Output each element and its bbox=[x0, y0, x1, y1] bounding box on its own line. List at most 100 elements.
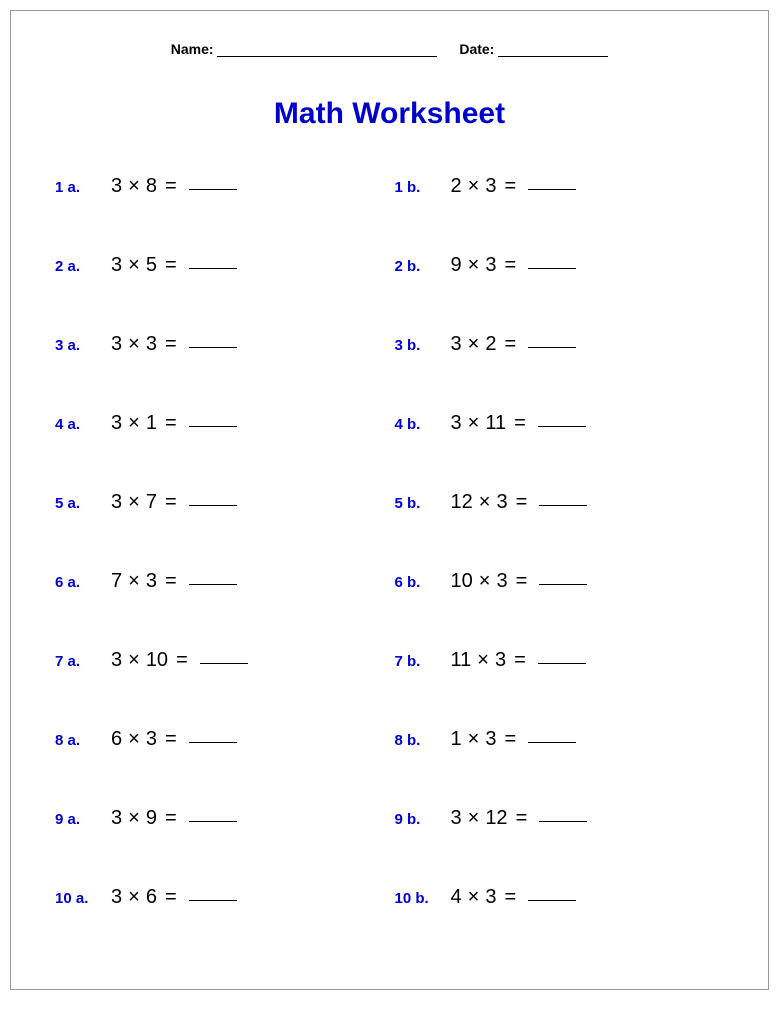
problem-expression: 3×6= bbox=[111, 886, 237, 909]
equals-sign: = bbox=[157, 807, 185, 829]
equals-sign: = bbox=[508, 570, 536, 592]
operand-b: 12 bbox=[485, 807, 507, 829]
operand-a: 11 bbox=[451, 649, 472, 671]
multiply-icon: × bbox=[122, 807, 146, 829]
multiply-icon: × bbox=[122, 649, 146, 671]
answer-blank[interactable] bbox=[528, 189, 576, 190]
worksheet-page: Name: Date: Math Worksheet 1 a.3×8= 1 b.2… bbox=[10, 10, 769, 990]
problem: 4 b.3×11= bbox=[395, 412, 725, 435]
equals-sign: = bbox=[157, 886, 185, 908]
equals-sign: = bbox=[157, 412, 185, 434]
answer-blank[interactable] bbox=[539, 821, 587, 822]
problem-expression: 3×10= bbox=[111, 649, 248, 672]
problem-label: 9 b. bbox=[395, 811, 451, 828]
operand-b: 2 bbox=[485, 333, 496, 355]
answer-blank[interactable] bbox=[528, 347, 576, 348]
problem-expression: 3×11= bbox=[451, 412, 586, 435]
problem: 5 b.12×3= bbox=[395, 491, 725, 514]
problem-expression: 7×3= bbox=[111, 570, 237, 593]
answer-blank[interactable] bbox=[189, 426, 237, 427]
problem-label: 8 b. bbox=[395, 732, 451, 749]
problem: 7 a.3×10= bbox=[55, 649, 385, 672]
problem-label: 8 a. bbox=[55, 732, 111, 749]
answer-blank[interactable] bbox=[538, 663, 586, 664]
answer-blank[interactable] bbox=[539, 505, 587, 506]
multiply-icon: × bbox=[122, 175, 146, 197]
name-label: Name: bbox=[171, 41, 214, 57]
operand-b: 3 bbox=[146, 570, 157, 592]
equals-sign: = bbox=[168, 649, 196, 671]
problem-expression: 1×3= bbox=[451, 728, 577, 751]
name-blank[interactable] bbox=[217, 43, 437, 57]
problem: 3 b.3×2= bbox=[395, 333, 725, 356]
answer-blank[interactable] bbox=[528, 900, 576, 901]
problem-expression: 10×3= bbox=[451, 570, 588, 593]
operand-b: 3 bbox=[485, 175, 496, 197]
problem: 2 a.3×5= bbox=[55, 254, 385, 277]
equals-sign: = bbox=[157, 254, 185, 276]
header-line: Name: Date: bbox=[51, 41, 728, 57]
problem-expression: 3×3= bbox=[111, 333, 237, 356]
page-title: Math Worksheet bbox=[51, 97, 728, 131]
operand-a: 3 bbox=[451, 333, 462, 355]
problem-label: 5 b. bbox=[395, 495, 451, 512]
answer-blank[interactable] bbox=[538, 426, 586, 427]
operand-a: 3 bbox=[111, 254, 122, 276]
equals-sign: = bbox=[496, 175, 524, 197]
operand-a: 6 bbox=[111, 728, 122, 750]
multiply-icon: × bbox=[122, 412, 146, 434]
answer-blank[interactable] bbox=[200, 663, 248, 664]
answer-blank[interactable] bbox=[189, 347, 237, 348]
operand-b: 3 bbox=[146, 728, 157, 750]
answer-blank[interactable] bbox=[189, 584, 237, 585]
problem-label: 10 a. bbox=[55, 890, 111, 907]
operand-a: 10 bbox=[451, 570, 473, 592]
operand-a: 3 bbox=[111, 807, 122, 829]
problem-expression: 3×9= bbox=[111, 807, 237, 830]
operand-a: 4 bbox=[451, 886, 462, 908]
operand-b: 3 bbox=[485, 728, 496, 750]
problem-expression: 2×3= bbox=[451, 175, 577, 198]
operand-b: 5 bbox=[146, 254, 157, 276]
problem-label: 4 a. bbox=[55, 416, 111, 433]
multiply-icon: × bbox=[122, 254, 146, 276]
multiply-icon: × bbox=[122, 333, 146, 355]
problem-label: 2 a. bbox=[55, 258, 111, 275]
problem: 6 a.7×3= bbox=[55, 570, 385, 593]
equals-sign: = bbox=[157, 333, 185, 355]
answer-blank[interactable] bbox=[189, 505, 237, 506]
equals-sign: = bbox=[496, 254, 524, 276]
problem-expression: 3×1= bbox=[111, 412, 237, 435]
problem-label: 10 b. bbox=[395, 890, 451, 907]
problem: 8 a.6×3= bbox=[55, 728, 385, 751]
problem-label: 3 b. bbox=[395, 337, 451, 354]
problem-expression: 3×12= bbox=[451, 807, 588, 830]
answer-blank[interactable] bbox=[189, 821, 237, 822]
equals-sign: = bbox=[157, 728, 185, 750]
problem: 1 a.3×8= bbox=[55, 175, 385, 198]
problem: 1 b.2×3= bbox=[395, 175, 725, 198]
problem: 5 a.3×7= bbox=[55, 491, 385, 514]
answer-blank[interactable] bbox=[189, 742, 237, 743]
answer-blank[interactable] bbox=[528, 268, 576, 269]
date-label: Date: bbox=[459, 41, 494, 57]
answer-blank[interactable] bbox=[528, 742, 576, 743]
problem-label: 2 b. bbox=[395, 258, 451, 275]
operand-a: 3 bbox=[111, 886, 122, 908]
equals-sign: = bbox=[157, 491, 185, 513]
multiply-icon: × bbox=[122, 886, 146, 908]
answer-blank[interactable] bbox=[189, 189, 237, 190]
date-blank[interactable] bbox=[498, 43, 608, 57]
answer-blank[interactable] bbox=[539, 584, 587, 585]
problem-expression: 3×2= bbox=[451, 333, 577, 356]
problem: 4 a.3×1= bbox=[55, 412, 385, 435]
multiply-icon: × bbox=[471, 649, 495, 671]
multiply-icon: × bbox=[462, 728, 486, 750]
operand-a: 2 bbox=[451, 175, 462, 197]
problem: 2 b.9×3= bbox=[395, 254, 725, 277]
answer-blank[interactable] bbox=[189, 268, 237, 269]
operand-a: 1 bbox=[451, 728, 462, 750]
operand-b: 3 bbox=[495, 649, 506, 671]
operand-a: 3 bbox=[451, 807, 462, 829]
answer-blank[interactable] bbox=[189, 900, 237, 901]
